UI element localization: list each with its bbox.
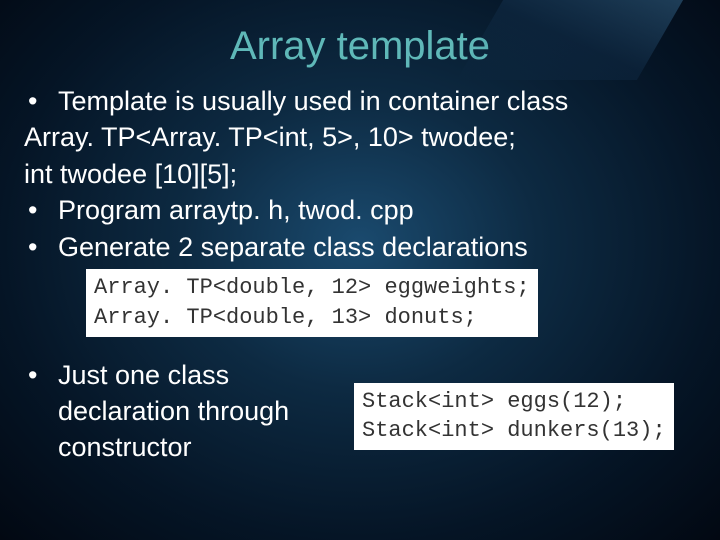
bullet-text: Template is usually used in container cl… [58, 83, 700, 119]
bullet-dot-icon: • [24, 229, 58, 265]
code-line: Array. TP<Array. TP<int, 5>, 10> twodee; [24, 119, 700, 155]
code-line: Array. TP<double, 12> eggweights; [94, 275, 530, 300]
bullet-text: Program arraytp. h, twod. cpp [58, 192, 700, 228]
bullet-text: Just one class declaration through const… [58, 357, 348, 466]
code-line: Stack<int> dunkers(13); [362, 418, 666, 443]
bullet-text-line: Just one class declaration through [58, 360, 289, 426]
bullet-dot-icon: • [24, 83, 58, 119]
bullet-text-line: constructor [58, 432, 192, 462]
code-line: int twodee [10][5]; [24, 156, 700, 192]
bullet-item: • Program arraytp. h, twod. cpp [24, 192, 700, 228]
slide-body: • Template is usually used in container … [0, 83, 720, 466]
bullet-item: • Just one class declaration through con… [24, 357, 700, 466]
bullet-dot-icon: • [24, 357, 58, 393]
slide-title: Array template [0, 0, 720, 83]
bullet-text: Generate 2 separate class declarations [58, 229, 700, 265]
bullet-item: • Template is usually used in container … [24, 83, 700, 119]
code-line: Stack<int> eggs(12); [362, 389, 626, 414]
code-snippet-box: Stack<int> eggs(12); Stack<int> dunkers(… [354, 383, 674, 450]
bullet-dot-icon: • [24, 192, 58, 228]
code-snippet-box: Array. TP<double, 12> eggweights; Array.… [24, 265, 700, 350]
bullet-item: • Generate 2 separate class declarations [24, 229, 700, 265]
code-line: Array. TP<double, 13> donuts; [94, 305, 477, 330]
